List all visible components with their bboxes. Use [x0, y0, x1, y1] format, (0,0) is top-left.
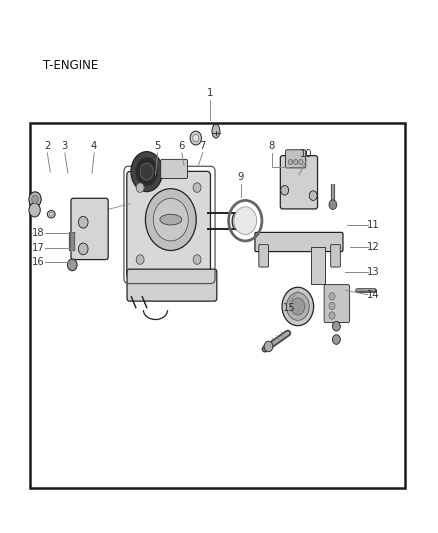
Circle shape — [264, 341, 273, 352]
Circle shape — [329, 200, 337, 209]
Text: 6: 6 — [179, 141, 185, 151]
Circle shape — [78, 216, 88, 228]
FancyBboxPatch shape — [331, 245, 340, 267]
FancyBboxPatch shape — [127, 269, 217, 301]
Ellipse shape — [136, 158, 158, 186]
Text: 13: 13 — [367, 267, 380, 277]
Circle shape — [32, 195, 39, 204]
Ellipse shape — [282, 287, 314, 326]
Text: 2: 2 — [44, 141, 50, 151]
Text: 4: 4 — [91, 141, 97, 151]
Circle shape — [193, 255, 201, 264]
Circle shape — [136, 183, 144, 192]
Text: 9: 9 — [238, 173, 244, 182]
Ellipse shape — [291, 298, 305, 315]
Ellipse shape — [286, 293, 309, 320]
Circle shape — [293, 159, 298, 165]
Circle shape — [329, 302, 335, 310]
Circle shape — [329, 312, 335, 319]
Ellipse shape — [232, 213, 241, 230]
Bar — [311, 247, 325, 284]
Ellipse shape — [49, 212, 53, 216]
Ellipse shape — [212, 124, 220, 138]
FancyBboxPatch shape — [127, 172, 210, 279]
Bar — [30, 123, 405, 488]
Circle shape — [190, 131, 201, 145]
Text: 1: 1 — [207, 88, 213, 98]
Circle shape — [332, 335, 340, 344]
Circle shape — [29, 192, 41, 207]
FancyBboxPatch shape — [161, 159, 187, 179]
Circle shape — [288, 159, 293, 165]
Circle shape — [153, 198, 188, 241]
Text: 3: 3 — [62, 141, 68, 151]
Text: 15: 15 — [283, 303, 296, 313]
Circle shape — [29, 203, 40, 217]
Circle shape — [193, 183, 201, 192]
Circle shape — [136, 255, 144, 264]
Circle shape — [281, 185, 289, 195]
Text: 8: 8 — [268, 141, 275, 151]
Circle shape — [78, 243, 88, 255]
FancyBboxPatch shape — [286, 150, 306, 168]
Circle shape — [332, 321, 340, 331]
Circle shape — [299, 159, 303, 165]
Text: 10: 10 — [300, 149, 313, 158]
FancyBboxPatch shape — [259, 245, 268, 267]
Ellipse shape — [140, 163, 153, 180]
Circle shape — [234, 207, 257, 235]
Text: 12: 12 — [367, 242, 380, 252]
Ellipse shape — [47, 211, 55, 218]
Text: 18: 18 — [32, 229, 44, 238]
FancyBboxPatch shape — [280, 156, 318, 209]
Ellipse shape — [160, 214, 182, 225]
Circle shape — [193, 134, 199, 142]
Text: 14: 14 — [367, 290, 380, 300]
Circle shape — [67, 259, 77, 271]
Text: 5: 5 — [155, 141, 161, 151]
Text: 16: 16 — [32, 257, 45, 267]
Text: 11: 11 — [367, 221, 380, 230]
FancyBboxPatch shape — [255, 232, 343, 252]
Circle shape — [145, 189, 196, 251]
Ellipse shape — [131, 152, 162, 192]
Text: T-ENGINE: T-ENGINE — [43, 59, 98, 71]
Text: 17: 17 — [32, 243, 45, 253]
Text: 7: 7 — [200, 141, 206, 151]
FancyBboxPatch shape — [324, 285, 350, 322]
Circle shape — [329, 293, 335, 300]
Circle shape — [309, 191, 317, 200]
FancyBboxPatch shape — [71, 198, 108, 260]
